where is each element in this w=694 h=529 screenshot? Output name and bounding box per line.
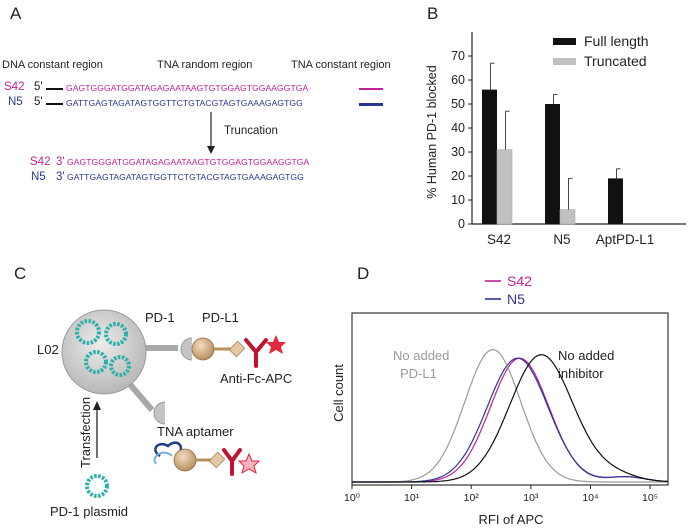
tna-aptamer-label: TNA aptamer xyxy=(157,424,234,439)
y-tick-label: 20 xyxy=(451,169,465,183)
y-tick-label: 30 xyxy=(451,145,465,159)
bar-chart: 0 10 20 30 40 50 60 70 S42 N5 AptPD-L1 Full length… xyxy=(425,32,686,247)
panel-c-label: C xyxy=(14,264,27,283)
y-tick-label: 0 xyxy=(458,217,465,231)
l02-label: L02 xyxy=(37,342,59,357)
bar xyxy=(545,104,560,224)
tna-aptamer-icon xyxy=(153,441,261,476)
histogram-xlabel: RFI of APC xyxy=(478,512,543,527)
s42-tna-constant-line xyxy=(359,88,383,90)
plot-frame xyxy=(351,312,669,486)
pdl1-ball-icon xyxy=(191,337,215,361)
x-tick-label: 10³ xyxy=(523,492,539,504)
panel-a-label: A xyxy=(10,4,22,23)
dna-constant-region-label: DNA constant region xyxy=(2,59,103,71)
n5-tna-constant-line xyxy=(359,103,383,106)
y-tick-label: 70 xyxy=(451,49,465,63)
s42-label-bottom: S42 xyxy=(30,156,51,168)
legend-label: Truncated xyxy=(584,53,647,69)
plasmid-icon xyxy=(75,319,131,377)
n5-sequence-top: GATTGAGTAGATAGTGGTTCTGTACGTAGTGAAAGAGTGG xyxy=(66,98,303,108)
transfection-label: Transfection xyxy=(78,396,93,468)
y-tick-label: 50 xyxy=(451,97,465,111)
bar xyxy=(559,209,576,225)
n5-dna-constant-line xyxy=(46,103,63,105)
pd1-label: PD-1 xyxy=(145,310,175,325)
pdl1-label: PD-L1 xyxy=(202,310,239,325)
x-tick-label: 10² xyxy=(464,492,480,504)
s42-label-top: S42 xyxy=(4,81,25,93)
annotation-no-added-pdl1: No added xyxy=(393,348,449,363)
histogram-curve xyxy=(352,348,668,483)
truncation-arrow xyxy=(207,112,215,154)
y-tick-label: 60 xyxy=(451,73,465,87)
pd1-receptor-lower-icon xyxy=(153,401,166,425)
s42-three-prime: 3' xyxy=(56,156,65,168)
bar xyxy=(482,89,497,224)
x-tick-label: AptPD-L1 xyxy=(596,232,655,247)
bar-chart-ylabel: % Human PD-1 blocked xyxy=(425,65,439,198)
histogram-ylabel: Cell count xyxy=(331,364,346,422)
annotation-no-added-pdl1-line2: PD-L1 xyxy=(400,366,437,381)
anti-fc-apc-label: Anti-Fc-APC xyxy=(220,371,293,386)
x-tick-label: N5 xyxy=(553,232,570,247)
s42-dna-constant-line xyxy=(46,88,63,90)
y-tick-label: 40 xyxy=(451,121,465,135)
legend-swatch xyxy=(553,38,576,45)
pd1-stalk-lower xyxy=(125,380,155,412)
x-tick-label: 10⁵ xyxy=(642,492,658,504)
tna-constant-region-label: TNA constant region xyxy=(291,59,391,71)
pd1-plasmid-label: PD-1 plasmid xyxy=(50,504,129,519)
histogram-curve xyxy=(352,354,669,483)
n5-three-prime: 3' xyxy=(56,171,65,183)
n5-label-bottom: N5 xyxy=(31,171,46,183)
panel-d-label: D xyxy=(357,264,370,283)
x-tick-label: 10⁴ xyxy=(582,492,598,504)
n5-sequence-bottom: GATTGAGTAGATAGTGGTTCTGTACGTAGTGAAAGAGTGG xyxy=(67,172,304,182)
antibody-icon xyxy=(244,335,286,368)
assay-schematic xyxy=(61,309,286,498)
pd1-plasmid-icon xyxy=(85,474,109,498)
x-tick-label: 10¹ xyxy=(404,492,420,504)
bar xyxy=(496,149,513,225)
s42-five-prime: 5' xyxy=(34,81,43,93)
panel-b-label: B xyxy=(427,4,439,23)
annotation-no-added-inhibitor: No added xyxy=(558,348,614,363)
n5-five-prime: 5' xyxy=(34,96,43,108)
legend-label: S42 xyxy=(507,273,532,289)
s42-sequence-top: GAGTGGGATGGATAGAGAATAAGTGTGGAGTGGAAGGTGA xyxy=(66,83,309,93)
x-tick-label: 10⁰ xyxy=(344,492,361,504)
n5-label-top: N5 xyxy=(8,96,23,108)
legend-label: Full length xyxy=(584,33,649,49)
pd1-receptor-icon xyxy=(180,337,193,361)
s42-sequence-bottom: GAGTGGGATGGATAGAGAATAAGTGTGGAGTGGAAGGTGA xyxy=(67,157,310,167)
legend-swatch xyxy=(553,58,576,65)
tna-random-region-label: TNA random region xyxy=(157,59,253,71)
x-tick-label: S42 xyxy=(487,232,511,247)
bar xyxy=(608,178,623,224)
histogram-chart: 10⁰ 10¹ 10² 10³ 10⁴ 10⁵ S42 N5 Cell count RFI … xyxy=(331,273,669,527)
truncation-label: Truncation xyxy=(224,125,278,137)
annotation-no-added-inhibitor-line2: inhibitor xyxy=(558,366,604,381)
legend-label: N5 xyxy=(507,291,525,307)
l02-cell xyxy=(61,309,147,395)
y-tick-label: 10 xyxy=(451,193,465,207)
